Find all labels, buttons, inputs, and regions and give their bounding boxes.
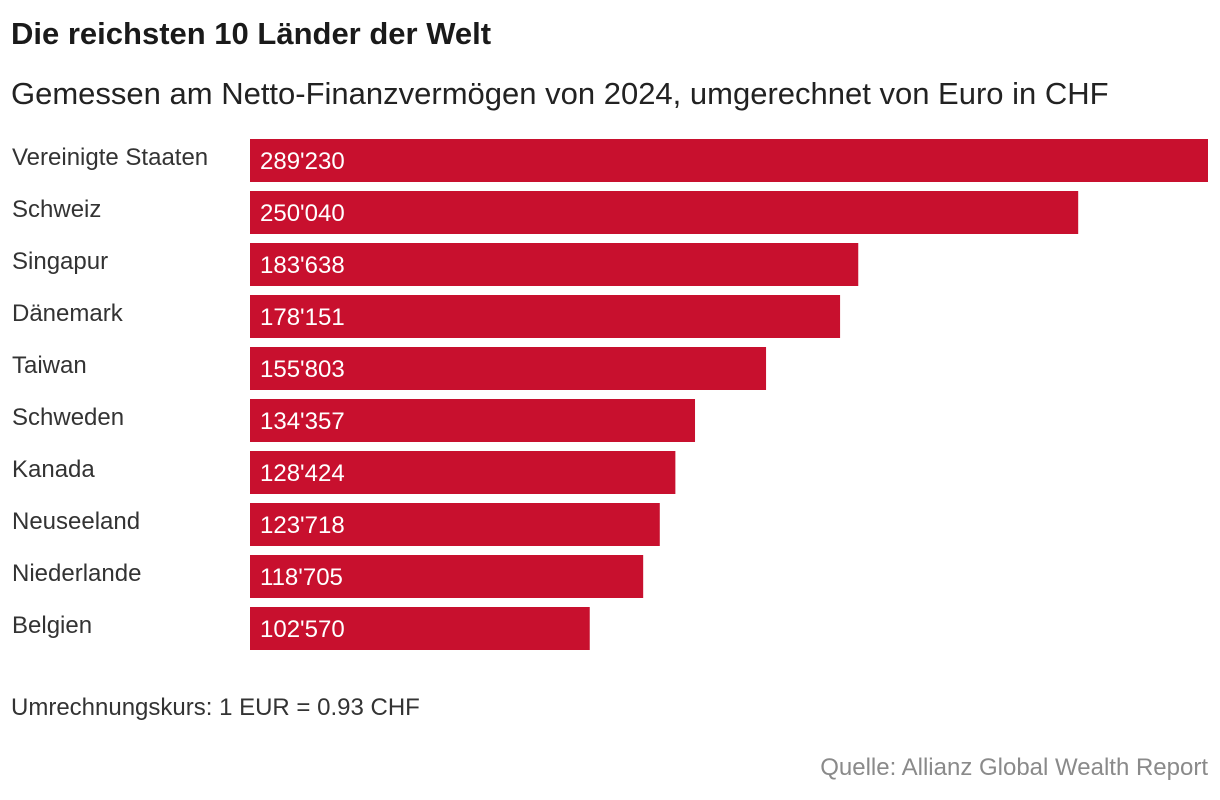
category-label: Schweiz	[12, 196, 101, 223]
bar	[250, 347, 767, 390]
bar-value-label: 289'230	[260, 148, 345, 175]
chart-title: Die reichsten 10 Länder der Welt	[11, 16, 492, 51]
category-label: Taiwan	[12, 352, 87, 379]
bar	[250, 607, 590, 650]
bar	[250, 139, 1208, 182]
bar-value-label: 118'705	[260, 564, 343, 591]
bar-value-label: 134'357	[260, 408, 345, 435]
category-label: Schweden	[12, 404, 124, 431]
category-label: Belgien	[12, 612, 92, 639]
bar-value-label: 128'424	[260, 460, 345, 487]
category-label: Singapur	[12, 248, 108, 275]
bar	[250, 191, 1079, 234]
bar	[250, 503, 660, 546]
category-label: Neuseeland	[12, 508, 140, 535]
bar-value-label: 183'638	[260, 252, 345, 279]
bar-value-label: 155'803	[260, 356, 345, 383]
bar	[250, 243, 859, 286]
chart-subtitle: Gemessen am Netto-Finanzvermögen von 202…	[11, 76, 1109, 111]
source-note: Quelle: Allianz Global Wealth Report	[820, 754, 1208, 781]
bar-value-label: 178'151	[260, 304, 345, 331]
bar	[250, 555, 644, 598]
category-label: Kanada	[12, 456, 95, 483]
category-label: Niederlande	[12, 560, 141, 587]
bar-chart: Vereinigte Staaten 289'230 Schweiz 250'040 S…	[12, 139, 1208, 650]
bar	[250, 295, 841, 338]
bar-value-label: 102'570	[260, 616, 345, 643]
exchange-rate-note: Umrechnungskurs: 1 EUR = 0.93 CHF	[11, 694, 420, 721]
bar-value-label: 250'040	[260, 200, 345, 227]
bar-value-label: 123'718	[260, 512, 345, 539]
bar	[250, 451, 676, 494]
category-label: Dänemark	[12, 300, 124, 327]
bar	[250, 399, 696, 442]
category-label: Vereinigte Staaten	[12, 144, 208, 171]
